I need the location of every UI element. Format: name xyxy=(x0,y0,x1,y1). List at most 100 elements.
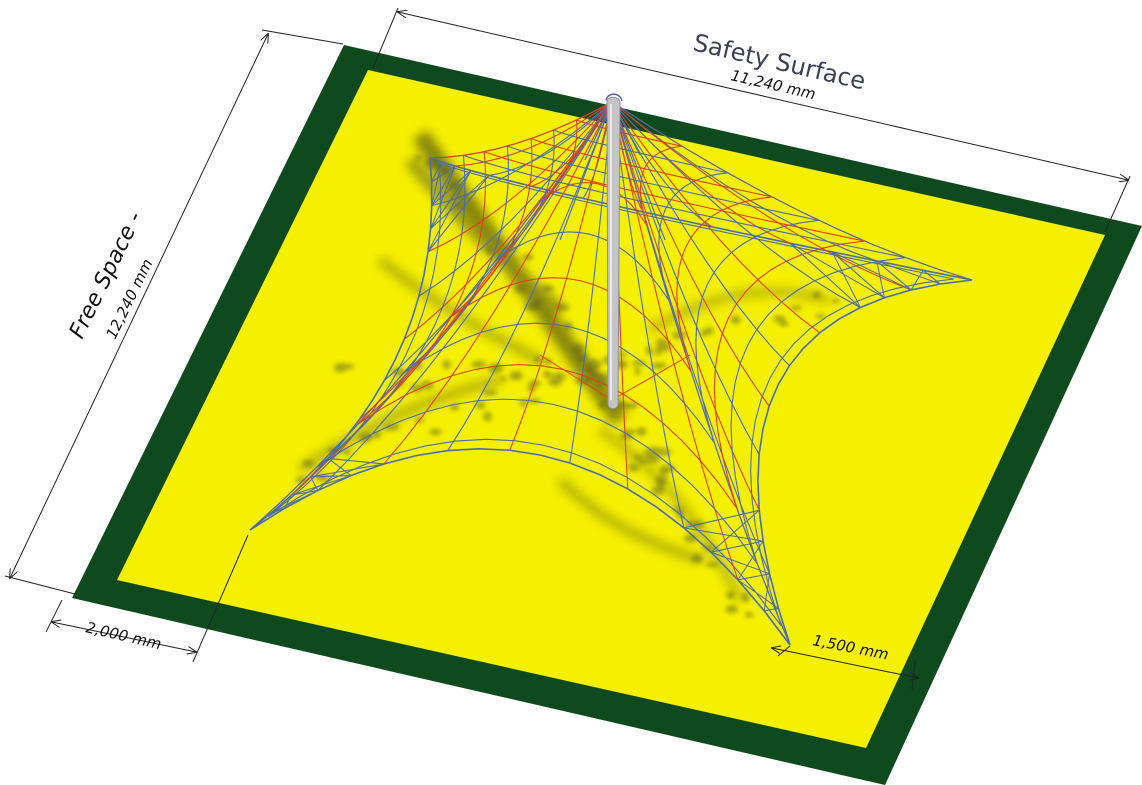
net-radial-rope xyxy=(611,101,685,528)
shadow-speck xyxy=(471,360,487,368)
net-arm-rope xyxy=(710,509,760,553)
net-ring-rope xyxy=(450,277,692,372)
shadow-speck xyxy=(429,428,442,436)
shadow-speck xyxy=(522,253,534,261)
net-arm-rope xyxy=(310,476,319,491)
shadow-speck xyxy=(576,353,589,361)
net-ring-rope xyxy=(403,322,715,444)
net-arm-rope xyxy=(427,175,490,253)
net-arm-rope xyxy=(737,579,779,609)
net-ring-rope xyxy=(695,219,819,443)
shadow-speck xyxy=(450,404,459,411)
shadow-speck xyxy=(598,401,606,409)
net-ring-rope xyxy=(730,257,906,564)
net-arm-rope xyxy=(789,242,861,308)
net-arm-rope xyxy=(310,463,384,478)
left-offset-extension-outer xyxy=(45,599,63,633)
shadow-speck xyxy=(812,291,821,299)
shadow-speck xyxy=(586,359,602,370)
width-dimension-line xyxy=(398,12,1128,180)
net-arm-rope xyxy=(831,251,885,299)
shadow-speck xyxy=(725,605,739,614)
net-arm-rope xyxy=(764,607,779,612)
shadow-speck xyxy=(651,486,665,495)
net-arm-rope xyxy=(923,269,973,281)
net-edge-rope xyxy=(267,438,782,627)
net-arm-rope xyxy=(832,251,912,291)
shadow-speck xyxy=(705,562,719,567)
shadow-speck xyxy=(657,448,672,456)
shadow-speck xyxy=(519,399,527,407)
net-arm-rope xyxy=(737,573,770,581)
shadow-speck xyxy=(548,377,562,387)
shadow-speck xyxy=(730,315,741,325)
shadow-speck xyxy=(475,401,486,409)
net-arm-rope xyxy=(763,610,791,646)
net-radial-rope xyxy=(611,101,739,581)
shadow-speck xyxy=(619,433,633,440)
net-arm-rope xyxy=(310,475,352,478)
net-arm-rope xyxy=(922,269,941,285)
shadow-speck xyxy=(342,449,352,455)
net-arm-rope xyxy=(940,279,973,285)
net-arm-rope xyxy=(683,509,760,529)
net-arm-rope xyxy=(876,260,912,291)
net-edge-rope xyxy=(750,278,955,626)
net-arm-rope xyxy=(683,527,764,542)
shadow-speck xyxy=(454,203,462,210)
shadow-speck xyxy=(483,411,492,422)
net-ring-rope xyxy=(713,240,865,509)
left-offset-dimension-line xyxy=(52,622,196,652)
shadow-speck xyxy=(617,352,628,357)
shadow-speck xyxy=(744,611,754,618)
shadow-speck xyxy=(533,355,542,364)
depth-extension-bottom xyxy=(4,575,76,595)
shadow-speck xyxy=(384,424,400,431)
shadow-speck xyxy=(543,358,553,366)
shadow-speck xyxy=(773,315,786,322)
net-ring-rope xyxy=(676,196,773,372)
shadow-speck xyxy=(340,363,354,370)
net-arm-rope xyxy=(710,540,764,553)
net-radial-rope xyxy=(611,101,760,511)
net-arm-rope xyxy=(789,242,885,299)
shadow-speck xyxy=(655,338,669,346)
width-extension-right xyxy=(1104,175,1131,233)
net-ring-rope xyxy=(316,398,758,564)
net-arm-rope xyxy=(291,475,352,496)
net-ring-rope xyxy=(357,364,738,509)
net-arm-rope xyxy=(283,494,293,509)
shadow-speck xyxy=(779,320,789,327)
net-arm-rope xyxy=(430,175,490,230)
depth-extension-top xyxy=(261,29,344,45)
shadow-speck xyxy=(391,367,406,377)
net-arm-rope xyxy=(876,260,941,285)
shadow-speck xyxy=(655,344,671,352)
net-radial-rope xyxy=(249,101,613,531)
net-foot-rope xyxy=(611,354,691,401)
shadow-speck xyxy=(541,285,554,292)
shadow-speck xyxy=(741,592,750,603)
depth-dimension-line xyxy=(10,34,268,578)
shadow-speck xyxy=(700,329,710,337)
shadow-speck xyxy=(634,368,641,376)
shadow-speck xyxy=(482,389,498,396)
shadow-speck xyxy=(623,403,638,409)
net-arm-rope xyxy=(327,457,352,476)
shadow-speck xyxy=(638,459,647,464)
net-arm-rope xyxy=(763,573,771,611)
shadow-speck xyxy=(691,554,704,563)
shadow-speck xyxy=(495,238,503,243)
shadow-speck xyxy=(557,304,570,311)
shadow-speck xyxy=(542,370,553,378)
right-offset-extension-net xyxy=(777,645,791,657)
net-arm-rope xyxy=(271,508,285,514)
width-extension-left xyxy=(372,7,399,69)
net-ring-rope xyxy=(357,151,487,425)
net-arm-rope xyxy=(327,457,384,465)
net-arm-rope xyxy=(831,251,861,308)
shadow-speck xyxy=(790,305,802,311)
shadow-speck xyxy=(514,285,526,293)
shadow-speck xyxy=(643,449,655,457)
